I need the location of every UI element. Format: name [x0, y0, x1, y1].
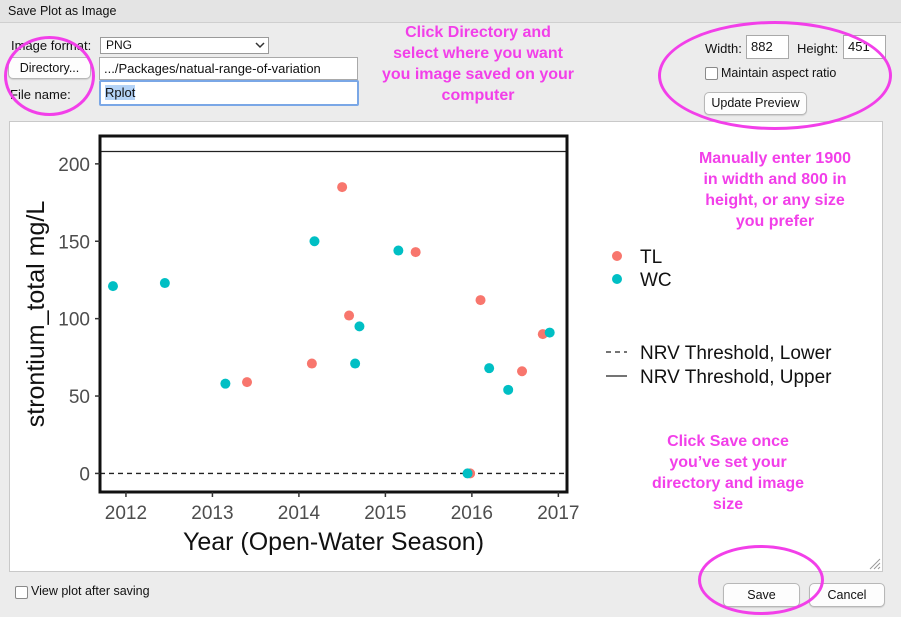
- view-after-saving-checkbox[interactable]: [15, 586, 28, 599]
- legend-label: TL: [640, 247, 662, 268]
- y-tick-label: 200: [58, 155, 90, 176]
- size-note-line: Manually enter 1900: [698, 150, 852, 167]
- save-note-line: directory and image: [651, 475, 805, 492]
- resize-grip-icon[interactable]: [867, 556, 881, 570]
- scatter-chart: 0 50 100 150 200 2012 2013 2014 2015 2016 2017 Year…: [22, 134, 832, 556]
- legend-key-tl: [612, 251, 622, 261]
- data-point-tl: [242, 377, 253, 388]
- y-tick-label: 150: [58, 232, 90, 253]
- data-point-wc: [350, 358, 361, 369]
- view-after-saving-label: View plot after saving: [31, 584, 150, 598]
- data-point-wc: [393, 245, 404, 256]
- save-note-line: size: [712, 496, 744, 513]
- data-point-wc: [309, 236, 320, 247]
- save-note-line: Click Save once: [667, 433, 789, 450]
- directory-path-field: .../Packages/natual-range-of-variation: [99, 57, 358, 80]
- directory-note-line: computer: [441, 87, 515, 104]
- data-point-tl: [410, 247, 421, 258]
- image-format-select[interactable]: PNG: [100, 37, 269, 54]
- plot-panel-border: [98, 134, 569, 494]
- x-tick-label: 2017: [537, 503, 579, 524]
- directory-note-line: Click Directory and: [405, 24, 551, 41]
- size-note-line: you prefer: [735, 213, 815, 230]
- y-tick-label: 100: [58, 310, 90, 331]
- data-point-tl: [306, 358, 317, 369]
- x-tick-label: 2016: [451, 503, 493, 524]
- x-tick-label: 2012: [105, 503, 147, 524]
- data-point-wc: [503, 384, 514, 395]
- data-point-wc: [354, 321, 365, 332]
- data-point-tl: [475, 295, 486, 306]
- save-highlight-circle: [698, 545, 824, 615]
- data-point-wc: [107, 281, 118, 292]
- data-point-tl: [337, 182, 348, 193]
- x-tick-label: 2015: [364, 503, 406, 524]
- window-title: Save Plot as Image: [8, 4, 117, 18]
- image-format-value: PNG: [106, 38, 133, 52]
- x-tick-label: 2013: [191, 503, 233, 524]
- y-axis-title: strontium_total mg/L: [22, 201, 50, 428]
- directory-annotation: Click Directory and select where you wan…: [368, 22, 588, 106]
- data-point-wc: [220, 378, 231, 389]
- legend-key-wc: [612, 274, 622, 284]
- directory-highlight-circle: [4, 36, 95, 116]
- data-point-tl: [517, 366, 528, 377]
- plot-preview: 0 50 100 150 200 2012 2013 2014 2015 2016 2017 Year…: [9, 121, 883, 572]
- chevron-down-icon: [255, 42, 265, 49]
- size-note-line: height, or any size: [705, 192, 845, 209]
- save-note-line: you’ve set your: [669, 454, 787, 471]
- save-annotation: Click Save once you’ve set your director…: [628, 431, 828, 515]
- x-tick-label: 2014: [278, 503, 321, 524]
- x-axis-title: Year (Open-Water Season): [183, 528, 484, 556]
- data-point-tl: [344, 310, 355, 321]
- data-point-wc: [544, 327, 555, 338]
- cancel-button[interactable]: Cancel: [809, 583, 885, 607]
- directory-note-line: you image saved on your: [381, 66, 575, 83]
- y-tick-label: 50: [69, 387, 90, 408]
- size-annotation: Manually enter 1900 in width and 800 in …: [675, 148, 875, 232]
- legend-label: WC: [640, 270, 672, 291]
- size-highlight-circle: [658, 21, 892, 130]
- directory-note-line: select where you want: [393, 45, 563, 62]
- size-note-line: in width and 800 in: [703, 171, 847, 188]
- file-name-input[interactable]: Rplot: [99, 80, 359, 106]
- data-point-wc: [159, 278, 170, 289]
- data-point-wc: [462, 468, 473, 479]
- legend-label: NRV Threshold, Upper: [640, 367, 832, 388]
- legend-label: NRV Threshold, Lower: [640, 343, 832, 364]
- title-bar: Save Plot as Image: [0, 0, 901, 23]
- data-point-wc: [484, 363, 495, 374]
- file-name-value: Rplot: [105, 85, 136, 100]
- y-tick-label: 0: [79, 464, 90, 485]
